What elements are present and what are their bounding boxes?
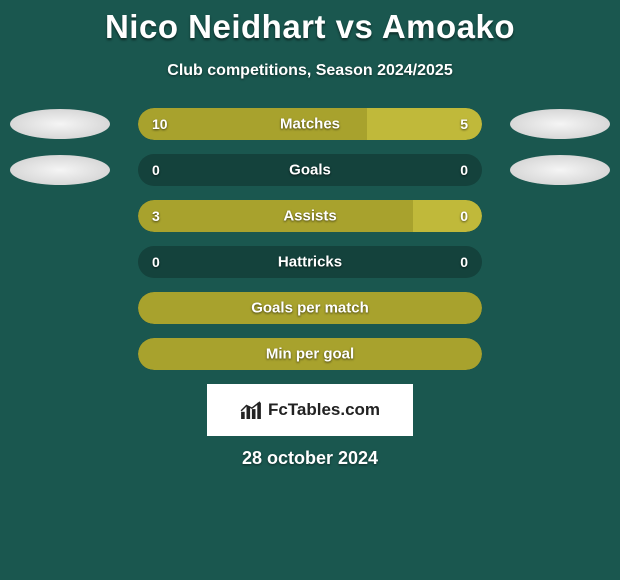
stat-value-left: 0 [152, 162, 160, 178]
date-caption: 28 october 2024 [0, 448, 620, 469]
stat-value-right: 0 [460, 254, 468, 270]
stat-value-left: 10 [152, 116, 168, 132]
stat-rows: Matches105Goals00Assists30Hattricks00Goa… [0, 108, 620, 370]
stat-bar: Min per goal [138, 338, 482, 370]
subtitle: Club competitions, Season 2024/2025 [0, 62, 620, 80]
bars-icon [240, 401, 262, 419]
stat-bar: Assists 3 0 [138, 200, 482, 232]
attribution-badge: FcTables.com [207, 384, 413, 436]
stat-row: Hattricks 0 0 [0, 246, 620, 278]
page-title: Nico Neidhart vs Amoako [0, 8, 620, 46]
stat-row: Goals 0 0 [0, 154, 620, 186]
stat-value-right: 5 [460, 116, 468, 132]
stat-bar: Goals per match [138, 292, 482, 324]
bar-fill-left [138, 200, 413, 232]
player-photo-left [10, 155, 110, 185]
stat-label: Assists [283, 208, 336, 225]
stat-label: Hattricks [278, 254, 342, 271]
stat-label: Matches [280, 116, 340, 133]
stat-value-right: 0 [460, 208, 468, 224]
stat-bar: Hattricks 0 0 [138, 246, 482, 278]
stat-label: Goals per match [251, 300, 369, 317]
stat-label: Min per goal [266, 346, 354, 363]
stat-label: Goals [289, 162, 331, 179]
stat-value-left: 3 [152, 208, 160, 224]
stat-bar: Goals 0 0 [138, 154, 482, 186]
attribution-text: FcTables.com [268, 400, 380, 420]
stat-value-right: 0 [460, 162, 468, 178]
player-photo-right [510, 109, 610, 139]
stat-row: Min per goal [0, 338, 620, 370]
stat-row: Matches 10 5 [0, 108, 620, 140]
bar-fill-right [413, 200, 482, 232]
player-photo-right [510, 155, 610, 185]
stat-row: Assists 3 0 [0, 200, 620, 232]
stat-value-left: 0 [152, 254, 160, 270]
stat-bar: Matches 10 5 [138, 108, 482, 140]
stat-row: Goals per match [0, 292, 620, 324]
player-photo-left [10, 109, 110, 139]
